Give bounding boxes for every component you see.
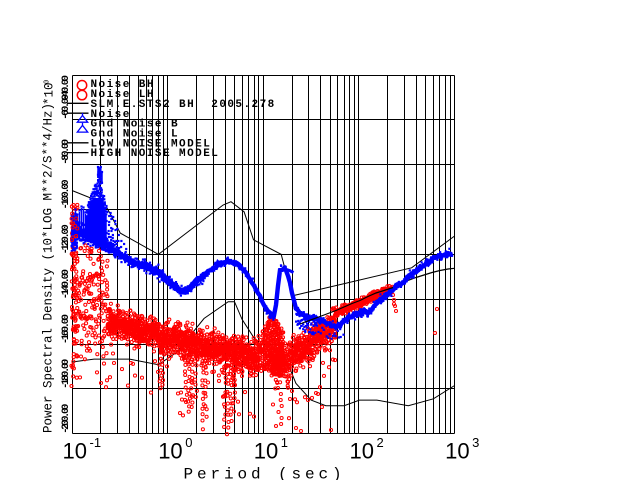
svg-text:-140.00: -140.00 <box>60 269 72 299</box>
svg-text:3: 3 <box>472 435 479 450</box>
svg-text:-60.00: -60.00 <box>60 94 72 120</box>
svg-text:-120.00: -120.00 <box>60 224 72 254</box>
svg-text:-200.00: -200.00 <box>60 404 72 434</box>
svg-text:0: 0 <box>44 80 52 84</box>
svg-text:10: 10 <box>445 439 469 464</box>
svg-text:LOW NOISE MODEL: LOW NOISE MODEL <box>91 138 212 150</box>
svg-text:Noise: Noise <box>91 109 131 121</box>
svg-text:-160.00: -160.00 <box>60 314 72 344</box>
svg-text:-100.00: -100.00 <box>60 179 72 209</box>
svg-text:1: 1 <box>281 435 288 450</box>
svg-text:10: 10 <box>63 439 87 464</box>
svg-text:Noise LH: Noise LH <box>91 89 155 101</box>
svg-text:-40.00: -40.00 <box>60 75 72 101</box>
svg-text:Gnd Noise L: Gnd Noise L <box>91 129 180 141</box>
svg-text:2: 2 <box>377 435 384 450</box>
svg-text:SLM.E.STS2 BH 2005.278: SLM.E.STS2 BH 2005.278 <box>91 99 276 111</box>
svg-text:0: 0 <box>185 435 192 450</box>
svg-text:*10: *10 <box>43 82 57 105</box>
svg-text:Noise BH: Noise BH <box>91 79 155 91</box>
svg-text:10: 10 <box>350 439 374 464</box>
svg-text:10: 10 <box>158 439 182 464</box>
svg-text:-80.00: -80.00 <box>60 139 72 165</box>
svg-text:-180.00: -180.00 <box>60 359 72 389</box>
svg-text:Period (sec): Period (sec) <box>184 466 346 480</box>
svg-text:-1: -1 <box>90 435 102 450</box>
svg-text:10: 10 <box>254 439 278 464</box>
svg-text:HIGH NOISE MODEL: HIGH NOISE MODEL <box>91 148 220 160</box>
svg-text:Power Spectral Density (10*LOG: Power Spectral Density (10*LOG M**2/S**4… <box>42 103 56 433</box>
svg-text:Gnd Noise B: Gnd Noise B <box>91 119 180 131</box>
